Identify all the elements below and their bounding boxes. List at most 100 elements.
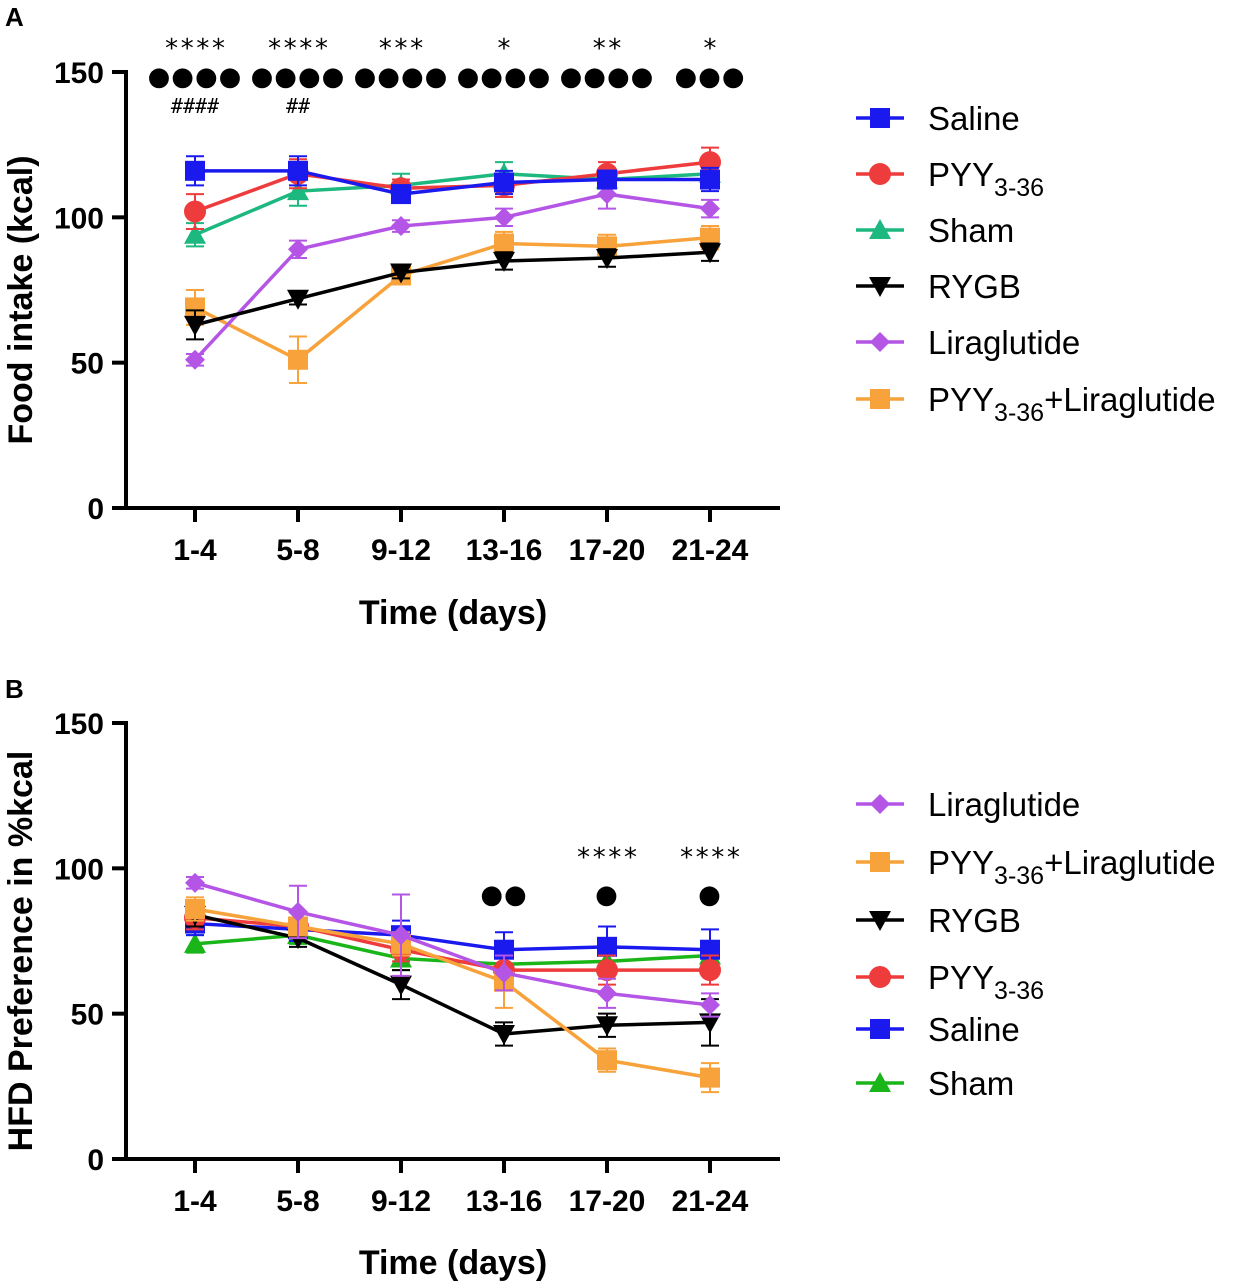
legend-label-main: Saline [928, 1011, 1020, 1048]
data-point [597, 936, 617, 957]
data-point [699, 243, 721, 264]
legend-swatch-marker [870, 108, 890, 128]
legend-swatch-marker [869, 277, 891, 297]
sig-stars: **** [679, 843, 742, 873]
significance-1-4: ****●●●●#### [148, 34, 243, 118]
sig-dots: ●●●● [457, 62, 552, 92]
legend-label-subscript: 3-36 [994, 399, 1044, 427]
data-point [184, 223, 206, 244]
data-point [494, 172, 514, 193]
sig-hashes: ## [286, 94, 310, 118]
legend-swatch-marker [869, 163, 891, 185]
legend-label: RYGB [928, 902, 1021, 939]
legend-item: Liraglutide [856, 324, 1080, 361]
data-point [391, 925, 411, 946]
legend-swatch-marker [870, 1019, 890, 1039]
legend-label: PYY3-36+Liraglutide [928, 844, 1216, 890]
panel-label: A [5, 2, 24, 32]
legend-item: PYY3-36 [856, 156, 1044, 202]
sig-stars: **** [164, 34, 227, 64]
legend-item: Sham [856, 1065, 1014, 1102]
significance-21-24: **** ● [679, 843, 742, 910]
data-point [596, 249, 618, 270]
sig-dots: ●●●● [251, 62, 346, 92]
legend-label-main: Liraglutide [928, 786, 1080, 823]
x-tick-label: 21-24 [672, 1185, 749, 1218]
data-point [597, 1050, 617, 1071]
sig-dots: ●●●● [148, 62, 243, 92]
data-point [700, 169, 720, 190]
legend-swatch-marker [869, 219, 891, 239]
legend-item: Saline [856, 100, 1020, 137]
legend-item: PYY3-36+Liraglutide [856, 381, 1216, 427]
legend-label-rest: +Liraglutide [1044, 381, 1216, 418]
series-line [195, 169, 710, 196]
y-tick-label: 0 [87, 493, 104, 526]
data-point [391, 216, 411, 237]
data-point [596, 959, 618, 982]
data-point [185, 872, 205, 893]
legend-swatch-marker [870, 852, 890, 872]
legend-swatch-marker [870, 794, 890, 814]
x-axis-title: Time (days) [359, 1244, 547, 1282]
legend-label-main: RYGB [928, 268, 1021, 305]
sig-dots: ● [595, 880, 619, 910]
y-axis-title: Food intake (kcal) [2, 155, 40, 444]
legend-label-main: PYY [928, 844, 994, 881]
legend-label-subscript: 3-36 [994, 174, 1044, 202]
data-point [391, 184, 411, 205]
legend-label: Liraglutide [928, 324, 1080, 361]
x-tick-label: 9-12 [371, 1185, 431, 1218]
significance-17-20: **●●●● [560, 34, 655, 92]
legend-label: Saline [928, 100, 1020, 137]
legend-item: RYGB [856, 902, 1021, 939]
sig-dots: ●●●● [354, 62, 449, 92]
data-point [699, 959, 721, 982]
sig-dots: ●●●● [560, 62, 655, 92]
data-point [185, 297, 205, 318]
y-tick-label: 0 [87, 1144, 104, 1177]
legend-swatch-marker [869, 966, 891, 988]
legend: Liraglutide PYY3-36+Liraglutide RYGB PYY3-3… [856, 786, 1216, 1102]
legend-item: Saline [856, 1011, 1020, 1048]
data-point [288, 239, 308, 260]
legend-swatch-marker [870, 332, 890, 352]
series-line [194, 921, 711, 952]
data-point [288, 160, 308, 181]
legend-label-main: PYY [928, 156, 994, 193]
x-tick-label: 1-4 [173, 1185, 217, 1218]
series-pyy3-36-liraglutide [185, 225, 720, 385]
data-point [700, 198, 720, 219]
y-tick-label: 100 [54, 853, 104, 886]
y-tick-label: 150 [54, 708, 104, 741]
legend-label-rest: +Liraglutide [1044, 844, 1216, 881]
legend-label: Liraglutide [928, 786, 1080, 823]
x-tick-label: 21-24 [672, 534, 749, 567]
legend-item: Liraglutide [856, 786, 1080, 823]
significance-5-8: ****●●●●## [251, 34, 346, 118]
panel-a: A 0 50 100 150 1-4 5-8 9-12 13-16 17-20 21-24 Time … [2, 2, 1216, 632]
legend-swatch-marker [869, 911, 891, 931]
sig-stars: * [702, 34, 718, 64]
series-saline [185, 155, 720, 205]
series-line [194, 250, 711, 327]
data-point [185, 899, 205, 920]
legend-label: RYGB [928, 268, 1021, 305]
legend-item: RYGB [856, 268, 1021, 305]
y-axis-title: HFD Preference in %kcal [2, 751, 40, 1152]
series-sham [184, 161, 721, 248]
x-tick-label: 13-16 [466, 534, 543, 567]
sig-dots: ●●● [674, 62, 745, 92]
data-point [390, 975, 412, 996]
series-line [193, 192, 711, 361]
legend-swatch-marker [869, 1072, 891, 1092]
series-rygb [184, 242, 721, 341]
data-point [493, 1025, 515, 1046]
significance-13-16: ●● [480, 880, 526, 910]
data-point [493, 251, 515, 272]
legend-label-subscript: 3-36 [994, 862, 1044, 890]
x-tick-label: 17-20 [569, 1185, 646, 1218]
legend-label: PYY3-36 [928, 156, 1044, 202]
panel-b: B 0 50 100 150 1-4 5-8 9-12 13-16 17-20 21-24 Time … [2, 674, 1216, 1282]
significance-17-20: **** ● [576, 843, 639, 910]
